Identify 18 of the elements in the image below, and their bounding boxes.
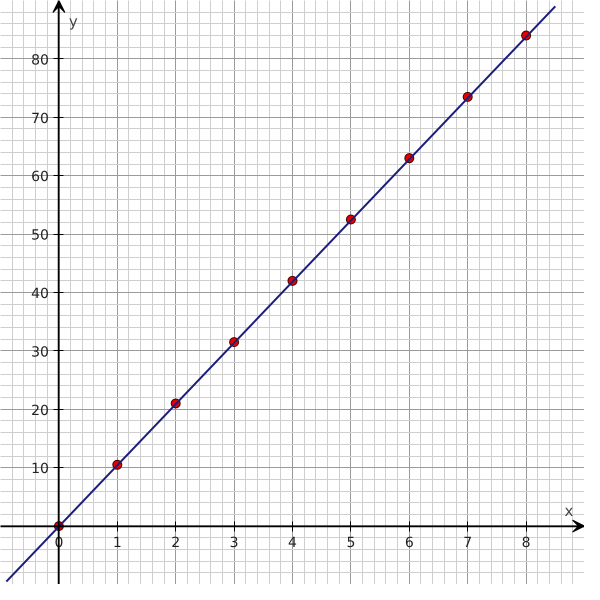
y-tick-label: 70 bbox=[31, 110, 49, 127]
x-tick-label: 3 bbox=[230, 535, 239, 552]
y-axis-title: y bbox=[68, 12, 78, 30]
x-axis-title: x bbox=[564, 502, 574, 520]
x-tick-label: 8 bbox=[522, 535, 531, 552]
y-tick-label: 10 bbox=[31, 461, 49, 478]
y-tick-label: 60 bbox=[31, 169, 49, 186]
x-tick-label: 2 bbox=[171, 535, 180, 552]
x-tick-label: 1 bbox=[112, 535, 122, 552]
y-tick-label: 40 bbox=[31, 286, 49, 302]
y-tick-label: 30 bbox=[31, 344, 49, 360]
x-tick-label: 6 bbox=[404, 535, 414, 552]
y-tick-label: 80 bbox=[31, 52, 49, 68]
y-tick-label: 20 bbox=[31, 402, 49, 419]
x-tick-label: 4 bbox=[288, 535, 298, 552]
x-tick-label: 5 bbox=[346, 535, 356, 552]
x-tick-label: 7 bbox=[463, 535, 472, 552]
y-tick-label: 50 bbox=[31, 228, 49, 244]
